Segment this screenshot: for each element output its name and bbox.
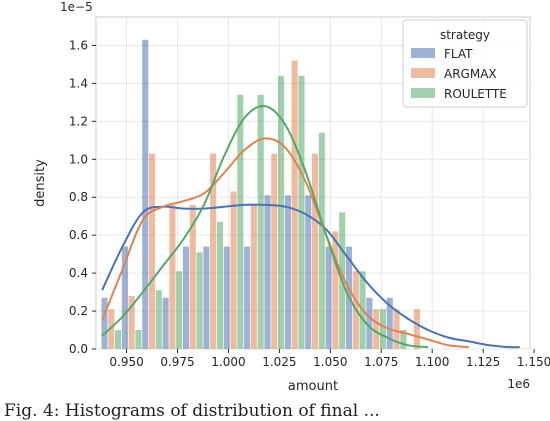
bar-flat	[101, 297, 108, 349]
y-tick-label: 0.6	[69, 228, 88, 242]
y-tick-label: 1.4	[69, 76, 88, 90]
x-tick-label: 0.975	[160, 355, 194, 369]
bar-argmax	[311, 153, 319, 349]
y-axis-ticks: 0.0 0.2 0.4 0.6 0.8 1.0 1.2 1.4 1.6	[69, 38, 96, 356]
x-tick-label: 0.950	[109, 355, 143, 369]
bar-argmax	[189, 204, 196, 349]
bar-roulette	[216, 221, 223, 349]
legend-swatch-argmax	[411, 68, 435, 78]
figure-caption: Fig. 4: Histograms of distribution of fi…	[4, 401, 380, 421]
bar-argmax	[169, 204, 176, 349]
legend-items: FLAT ARGMAX ROULETTE	[411, 47, 507, 101]
kde-line-argmax	[101, 137, 469, 349]
kde-curves	[101, 104, 520, 349]
bar-flat	[142, 39, 149, 350]
bar-flat	[305, 195, 312, 349]
y-tick-label: 0.8	[69, 190, 88, 204]
bar-roulette	[237, 94, 244, 349]
bar-argmax	[250, 204, 257, 349]
bar-flat	[244, 246, 251, 349]
y-axis-label: density	[33, 159, 48, 207]
bar-roulette	[115, 330, 122, 349]
y-tick-label: 1.0	[69, 152, 88, 166]
legend-swatch-roulette	[411, 88, 435, 98]
bar-flat	[121, 246, 128, 349]
bar-flat	[325, 246, 332, 349]
bar-roulette	[318, 132, 325, 349]
y-tick-label: 0.2	[69, 304, 88, 318]
y-tick-label: 0.0	[69, 342, 88, 356]
x-axis-label: amount	[288, 379, 338, 394]
bar-argmax	[148, 153, 156, 349]
bar-argmax	[230, 191, 237, 349]
bar-argmax	[210, 153, 217, 349]
bar-roulette	[176, 271, 183, 349]
x-tick-label: 1.050	[313, 355, 347, 369]
bar-roulette	[135, 330, 142, 349]
x-tick-label: 1.100	[415, 355, 449, 369]
x-tick-label: 1.075	[364, 355, 398, 369]
y-axis-multiplier: 1e−5	[60, 0, 93, 14]
kde-line-roulette	[101, 104, 429, 349]
x-axis-ticks: 0.950 0.975 1.000 1.025 1.050 1.075 1.100 1.125…	[109, 349, 550, 369]
bar-roulette	[379, 309, 386, 349]
legend-label-argmax: ARGMAX	[444, 67, 497, 81]
bar-argmax	[271, 153, 278, 349]
x-tick-label: 1.150	[517, 355, 550, 369]
bar-roulette	[155, 290, 162, 349]
bar-roulette	[196, 252, 203, 349]
bar-flat	[162, 297, 169, 349]
x-axis-multiplier: 1e6	[507, 377, 530, 391]
bar-flat	[366, 297, 373, 349]
bar-argmax	[291, 60, 298, 349]
x-tick-label: 1.000	[211, 355, 245, 369]
bar-argmax	[373, 309, 380, 349]
y-tick-label: 1.6	[69, 38, 88, 52]
x-tick-label: 1.025	[262, 355, 296, 369]
legend-label-flat: FLAT	[444, 47, 473, 61]
bar-flat	[203, 246, 210, 349]
bar-roulette	[400, 330, 407, 349]
y-tick-label: 1.2	[69, 114, 88, 128]
bar-roulette	[278, 75, 285, 349]
bar-argmax	[332, 231, 339, 349]
legend-label-roulette: ROULETTE	[444, 87, 507, 101]
bar-argmax	[128, 295, 135, 349]
bar-flat	[182, 246, 190, 349]
bar-roulette	[257, 94, 264, 349]
bar-flat	[386, 297, 393, 349]
bar-argmax	[108, 309, 115, 349]
legend-title: strategy	[440, 28, 490, 42]
bar-argmax	[413, 309, 420, 349]
bar-flat	[223, 246, 230, 349]
legend: strategy FLAT ARGMAX ROULETTE	[402, 19, 528, 108]
x-tick-label: 1.125	[466, 355, 500, 369]
histogram-chart: 0.950 0.975 1.000 1.025 1.050 1.075 1.100 1.125…	[33, 0, 550, 394]
bar-flat	[284, 195, 291, 349]
kde-line-flat	[101, 203, 520, 349]
bar-flat	[264, 195, 271, 349]
y-tick-label: 0.4	[69, 266, 88, 280]
legend-swatch-flat	[411, 48, 435, 58]
legend-box	[402, 19, 528, 108]
bar-argmax	[393, 309, 400, 349]
